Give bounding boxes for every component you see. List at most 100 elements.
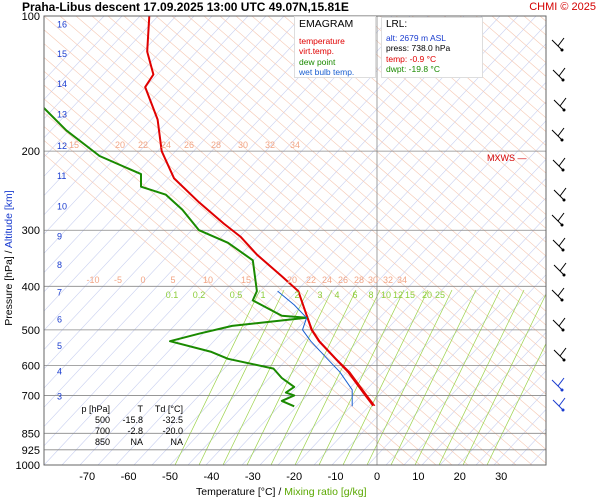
altitude-tick-label: 6: [57, 315, 62, 325]
wind-barb-point: [561, 408, 565, 412]
mixing-ratio-line: [270, 289, 357, 465]
wind-barb-point: [560, 138, 564, 142]
wind-barb: [551, 214, 563, 226]
wind-barb-flag: [558, 237, 566, 247]
isotherm-line: [259, 158, 546, 465]
adiabat-line: [395, 16, 546, 146]
altitude-tick-label: 11: [57, 171, 66, 181]
adiabat-line: [155, 16, 546, 354]
legend-item-virt-temp: virt.temp.: [299, 46, 334, 56]
altitude-tick-label: 3: [57, 392, 62, 402]
pressure-tick-label: 925: [22, 445, 40, 457]
adiabat-line: [44, 139, 421, 465]
mixing-ratio-label: 10: [381, 290, 391, 300]
isotherm-line: [44, 16, 339, 331]
wind-barb: [553, 264, 565, 276]
mixing-ratio-label: 3: [317, 290, 322, 300]
isotherm-line: [421, 331, 546, 465]
isotherm-line: [44, 16, 465, 465]
theta-label: 5: [170, 275, 175, 285]
legend-title: EMAGRAM: [299, 18, 354, 30]
isotherm-line: [97, 16, 519, 465]
theta-label: 28: [354, 275, 364, 285]
adiabat-line: [315, 16, 546, 215]
adiabat-line: [379, 16, 546, 160]
isotherm-line: [44, 16, 447, 447]
table-cell: 500: [94, 415, 110, 425]
wind-barb-point: [562, 108, 566, 112]
level-table: p [hPa] T Td [°C] 500 -15.8 -32.5 700 -2…: [77, 404, 187, 448]
mixing-ratio-label: 20: [422, 290, 432, 300]
mixing-ratio-line: [342, 289, 429, 465]
adiabat-line: [411, 16, 546, 133]
isotherm-line: [187, 81, 546, 465]
wind-barb-point: [561, 328, 565, 332]
adiabat-line: [283, 16, 546, 243]
x-tick-label: 0: [374, 471, 380, 483]
adiabat-line: [44, 98, 469, 465]
lrl-info-box: LRL: alt: 2679 m ASL press: 738.0 hPa te…: [381, 17, 483, 78]
adiabat-line: [267, 16, 546, 257]
table-header-row: p [hPa] T Td [°C]: [77, 404, 187, 415]
isotherm-line: [44, 16, 213, 197]
altitude-tick-label: 8: [57, 260, 62, 270]
pressure-tick-label: 600: [22, 360, 40, 372]
table-cell: NA: [130, 437, 143, 447]
wind-barb: [551, 289, 563, 301]
x-tick-label: 20: [454, 471, 466, 483]
mixing-ratio-line: [318, 289, 405, 465]
table-row: 500 -15.8 -32.5: [77, 415, 187, 426]
wind-barb: [553, 349, 565, 361]
isotherm-line: [44, 16, 357, 350]
adiabat-line: [123, 16, 546, 381]
wind-barb-flag: [559, 347, 567, 357]
mixing-ratio-line: [246, 289, 333, 465]
adiabat-line: [44, 16, 546, 450]
altitude-tick-label: 12: [57, 141, 67, 151]
isotherm-line: [44, 16, 231, 216]
isotherm-line: [403, 312, 546, 465]
isotherm-line: [44, 16, 303, 293]
mixing-ratio-label: 2: [294, 290, 299, 300]
lrl-altitude: alt: 2679 m ASL: [386, 32, 447, 43]
adiabat-line: [107, 16, 546, 395]
isotherm-line: [457, 370, 546, 465]
wind-barb-flag: [559, 187, 567, 197]
isotherm-line: [241, 139, 546, 465]
wind-barb-point: [561, 248, 565, 252]
theta-label-upper: 26: [184, 140, 194, 150]
theta-label-upper: 28: [211, 140, 221, 150]
adiabat-line: [219, 16, 546, 298]
isotherm-line: [79, 16, 501, 465]
isotherm-line: [584, 16, 600, 465]
isotherm-line: [548, 16, 600, 465]
theta-label: 34: [397, 275, 407, 285]
wind-barb-point: [562, 273, 566, 277]
isotherm-line: [44, 16, 123, 100]
wind-barb-flag: [557, 127, 565, 137]
wind-barb-flag: [557, 212, 565, 222]
mixing-ratio-label: 25: [435, 290, 445, 300]
x-tick-label: 30: [495, 471, 507, 483]
adiabat-line: [44, 153, 405, 465]
background-lines: [44, 16, 600, 465]
wind-barb-flag: [558, 397, 566, 407]
lrl-dewpoint: dwpt: -19.8 °C: [386, 64, 440, 74]
isotherm-line: [349, 255, 546, 465]
x-axis-title: Temperature [°C] / Mixing ratio [g/kg]: [196, 486, 367, 498]
isotherm-line: [295, 197, 546, 465]
theta-label: 32: [383, 275, 393, 285]
theta-label-upper: 24: [161, 140, 171, 150]
adiabat-line: [44, 29, 546, 464]
mixing-ratio-label: 8: [368, 290, 373, 300]
isotherm-line: [169, 62, 546, 465]
wind-barb-point: [560, 48, 564, 52]
table-header-p: p [hPa]: [81, 404, 110, 414]
wind-barb-flag: [557, 37, 565, 47]
isotherm-line: [44, 16, 411, 408]
adiabat-line: [363, 16, 546, 174]
isotherm-line: [44, 16, 285, 274]
adiabat-line: [75, 16, 546, 423]
isotherm-line: [44, 16, 159, 139]
